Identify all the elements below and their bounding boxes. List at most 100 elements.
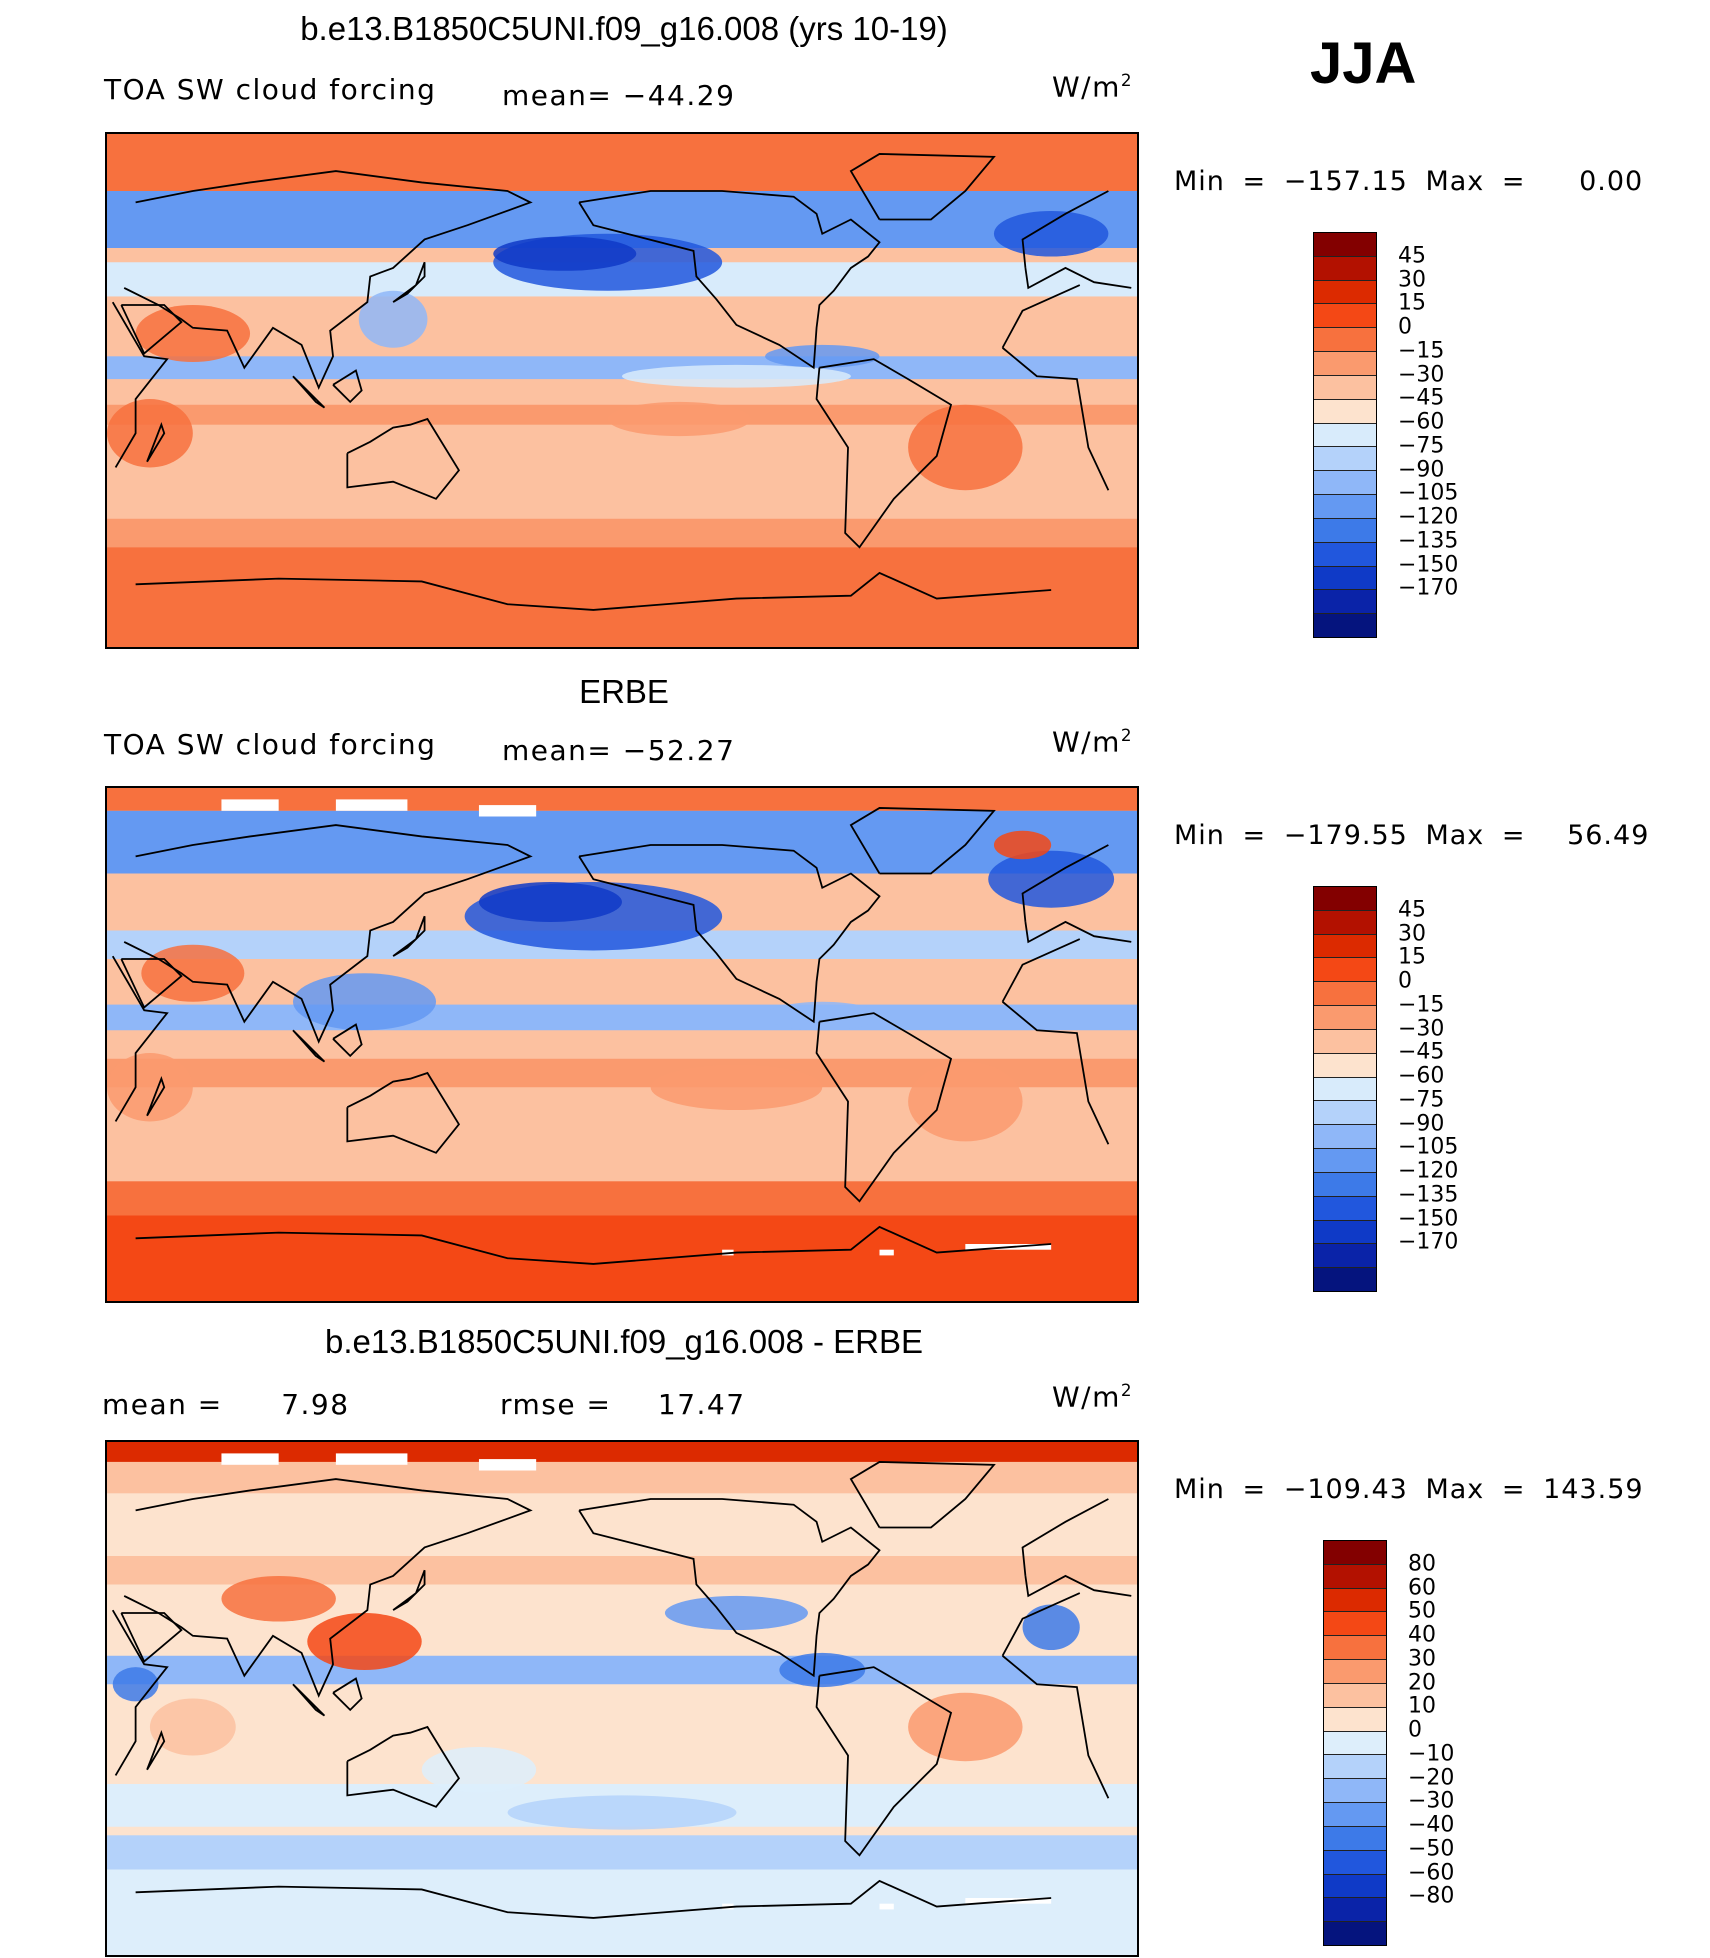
colorbar-tick-label: 30	[1408, 1646, 1436, 1672]
missing-data-patch	[221, 799, 279, 811]
panel1-max-value: 0.00	[1579, 166, 1644, 197]
coastline	[120, 304, 183, 355]
missing-data-patch	[879, 1249, 894, 1256]
field-blob	[765, 1001, 880, 1031]
panel2-max-label: Max	[1425, 820, 1485, 851]
coastline	[578, 844, 881, 1024]
colorbar-swatch	[1314, 1029, 1376, 1054]
colorbar-swatch	[1324, 1612, 1386, 1637]
panel3-max-label: Max	[1425, 1474, 1485, 1505]
colorbar-swatch	[1314, 280, 1376, 305]
colorbar-swatch	[1314, 934, 1376, 959]
field-band	[107, 1215, 1137, 1301]
colorbar-tick-label: 60	[1408, 1575, 1436, 1601]
missing-data-patch	[478, 1459, 537, 1471]
colorbar-tick-label: −150	[1398, 1206, 1459, 1232]
coastline	[332, 1023, 363, 1058]
colorbar-tick-label: −60	[1408, 1860, 1455, 1886]
field-blob	[779, 1652, 866, 1688]
field-blob	[607, 401, 751, 437]
panel3-rmse-value: 17.47	[657, 1388, 746, 1421]
panel3-units-exp: 2	[1120, 1380, 1134, 1400]
map-canvas	[107, 1442, 1137, 1955]
panel3-rmse: rmse = 17.47	[500, 1388, 746, 1421]
colorbar-tick-label: −90	[1398, 457, 1445, 483]
panel2-mean-label: mean=	[502, 734, 613, 767]
coastline	[346, 1725, 461, 1808]
colorbar-swatch	[1314, 1006, 1376, 1030]
coastline	[146, 1076, 166, 1117]
colorbar-tick-label: −60	[1398, 409, 1445, 435]
coastline	[578, 1498, 881, 1678]
panel1-min-label: Min	[1174, 166, 1225, 197]
colorbar-tick-label: 0	[1408, 1717, 1422, 1743]
panel1-mean: mean= −44.29	[502, 79, 735, 112]
colorbar-swatch	[1324, 1874, 1386, 1899]
colorbar-tick-label: 40	[1408, 1622, 1436, 1648]
panel3-mean: mean = 7.98	[102, 1388, 350, 1421]
coastline	[1024, 1574, 1132, 1598]
field-band	[107, 1655, 1137, 1685]
coastline	[1024, 920, 1132, 944]
colorbar-swatch	[1314, 887, 1376, 911]
colorbar-swatch	[1314, 399, 1376, 424]
colorbar-swatch	[1314, 256, 1376, 281]
coastline	[123, 170, 533, 390]
panel2-variable: TOA SW cloud forcing	[104, 728, 437, 761]
colorbar-swatch	[1314, 1149, 1376, 1173]
panel3-map	[105, 1440, 1139, 1957]
coastline	[1021, 844, 1109, 923]
panel2-units-base: W/m	[1052, 725, 1121, 759]
field-blob	[507, 1795, 737, 1830]
coastline	[146, 422, 166, 463]
colorbar-tick-label: −15	[1398, 338, 1445, 364]
coastline	[146, 1730, 166, 1771]
colorbar-swatch	[1314, 375, 1376, 400]
coastline	[111, 301, 169, 468]
colorbar-tick-label: 10	[1408, 1693, 1436, 1719]
colorbar-swatch	[1314, 304, 1376, 329]
colorbar-swatch	[1324, 1683, 1386, 1708]
colorbar-tick-label: −30	[1398, 1016, 1445, 1042]
colorbar-tick-label: −40	[1408, 1812, 1455, 1838]
panel1-minmax: Min = −157.15 Max = 0.00	[1174, 166, 1644, 197]
colorbar-tick-label: 30	[1398, 267, 1426, 293]
colorbar-swatch	[1314, 471, 1376, 496]
panel3-rmse-label: rmse =	[500, 1388, 612, 1421]
field-blob	[292, 973, 437, 1031]
colorbar-swatch	[1324, 1564, 1386, 1589]
coastline	[135, 571, 1052, 611]
field-blob	[622, 364, 851, 388]
colorbar-tick-label: −90	[1398, 1111, 1445, 1137]
colorbar-swatch	[1314, 1125, 1376, 1150]
colorbar-tick-label: 15	[1398, 944, 1426, 970]
colorbar-tick-label: 15	[1398, 290, 1426, 316]
colorbar-swatch	[1314, 1053, 1376, 1078]
colorbar-swatch	[1324, 1755, 1386, 1780]
colorbar-swatch	[1314, 590, 1376, 615]
field-band	[107, 1004, 1137, 1031]
coastline	[346, 1071, 461, 1154]
missing-data-patch	[478, 805, 537, 817]
field-band	[107, 518, 1137, 548]
coastline	[815, 358, 953, 549]
colorbar-tick-label: 45	[1398, 897, 1426, 923]
coastline	[292, 1029, 326, 1063]
field-band	[107, 1181, 1137, 1216]
coastline	[1001, 1592, 1081, 1657]
panel3-title: b.e13.B1850C5UNI.f09_g16.008 - ERBE	[324, 1323, 924, 1360]
field-band	[107, 134, 1137, 191]
field-blob	[993, 210, 1109, 257]
field-band	[107, 356, 1137, 380]
colorbar-swatch	[1324, 1588, 1386, 1613]
missing-data-patch	[879, 1903, 894, 1910]
coastline	[815, 1012, 953, 1203]
colorbar-tick-label: −135	[1398, 1182, 1459, 1208]
colorbar-swatch	[1314, 982, 1376, 1007]
colorbar-swatch	[1314, 328, 1376, 353]
coastline	[346, 417, 461, 500]
colorbar-tick-label: 80	[1408, 1551, 1436, 1577]
colorbar-tick-label: −170	[1398, 575, 1459, 601]
coastline	[292, 1683, 326, 1717]
panel3-units: W/m2	[1052, 1380, 1133, 1413]
